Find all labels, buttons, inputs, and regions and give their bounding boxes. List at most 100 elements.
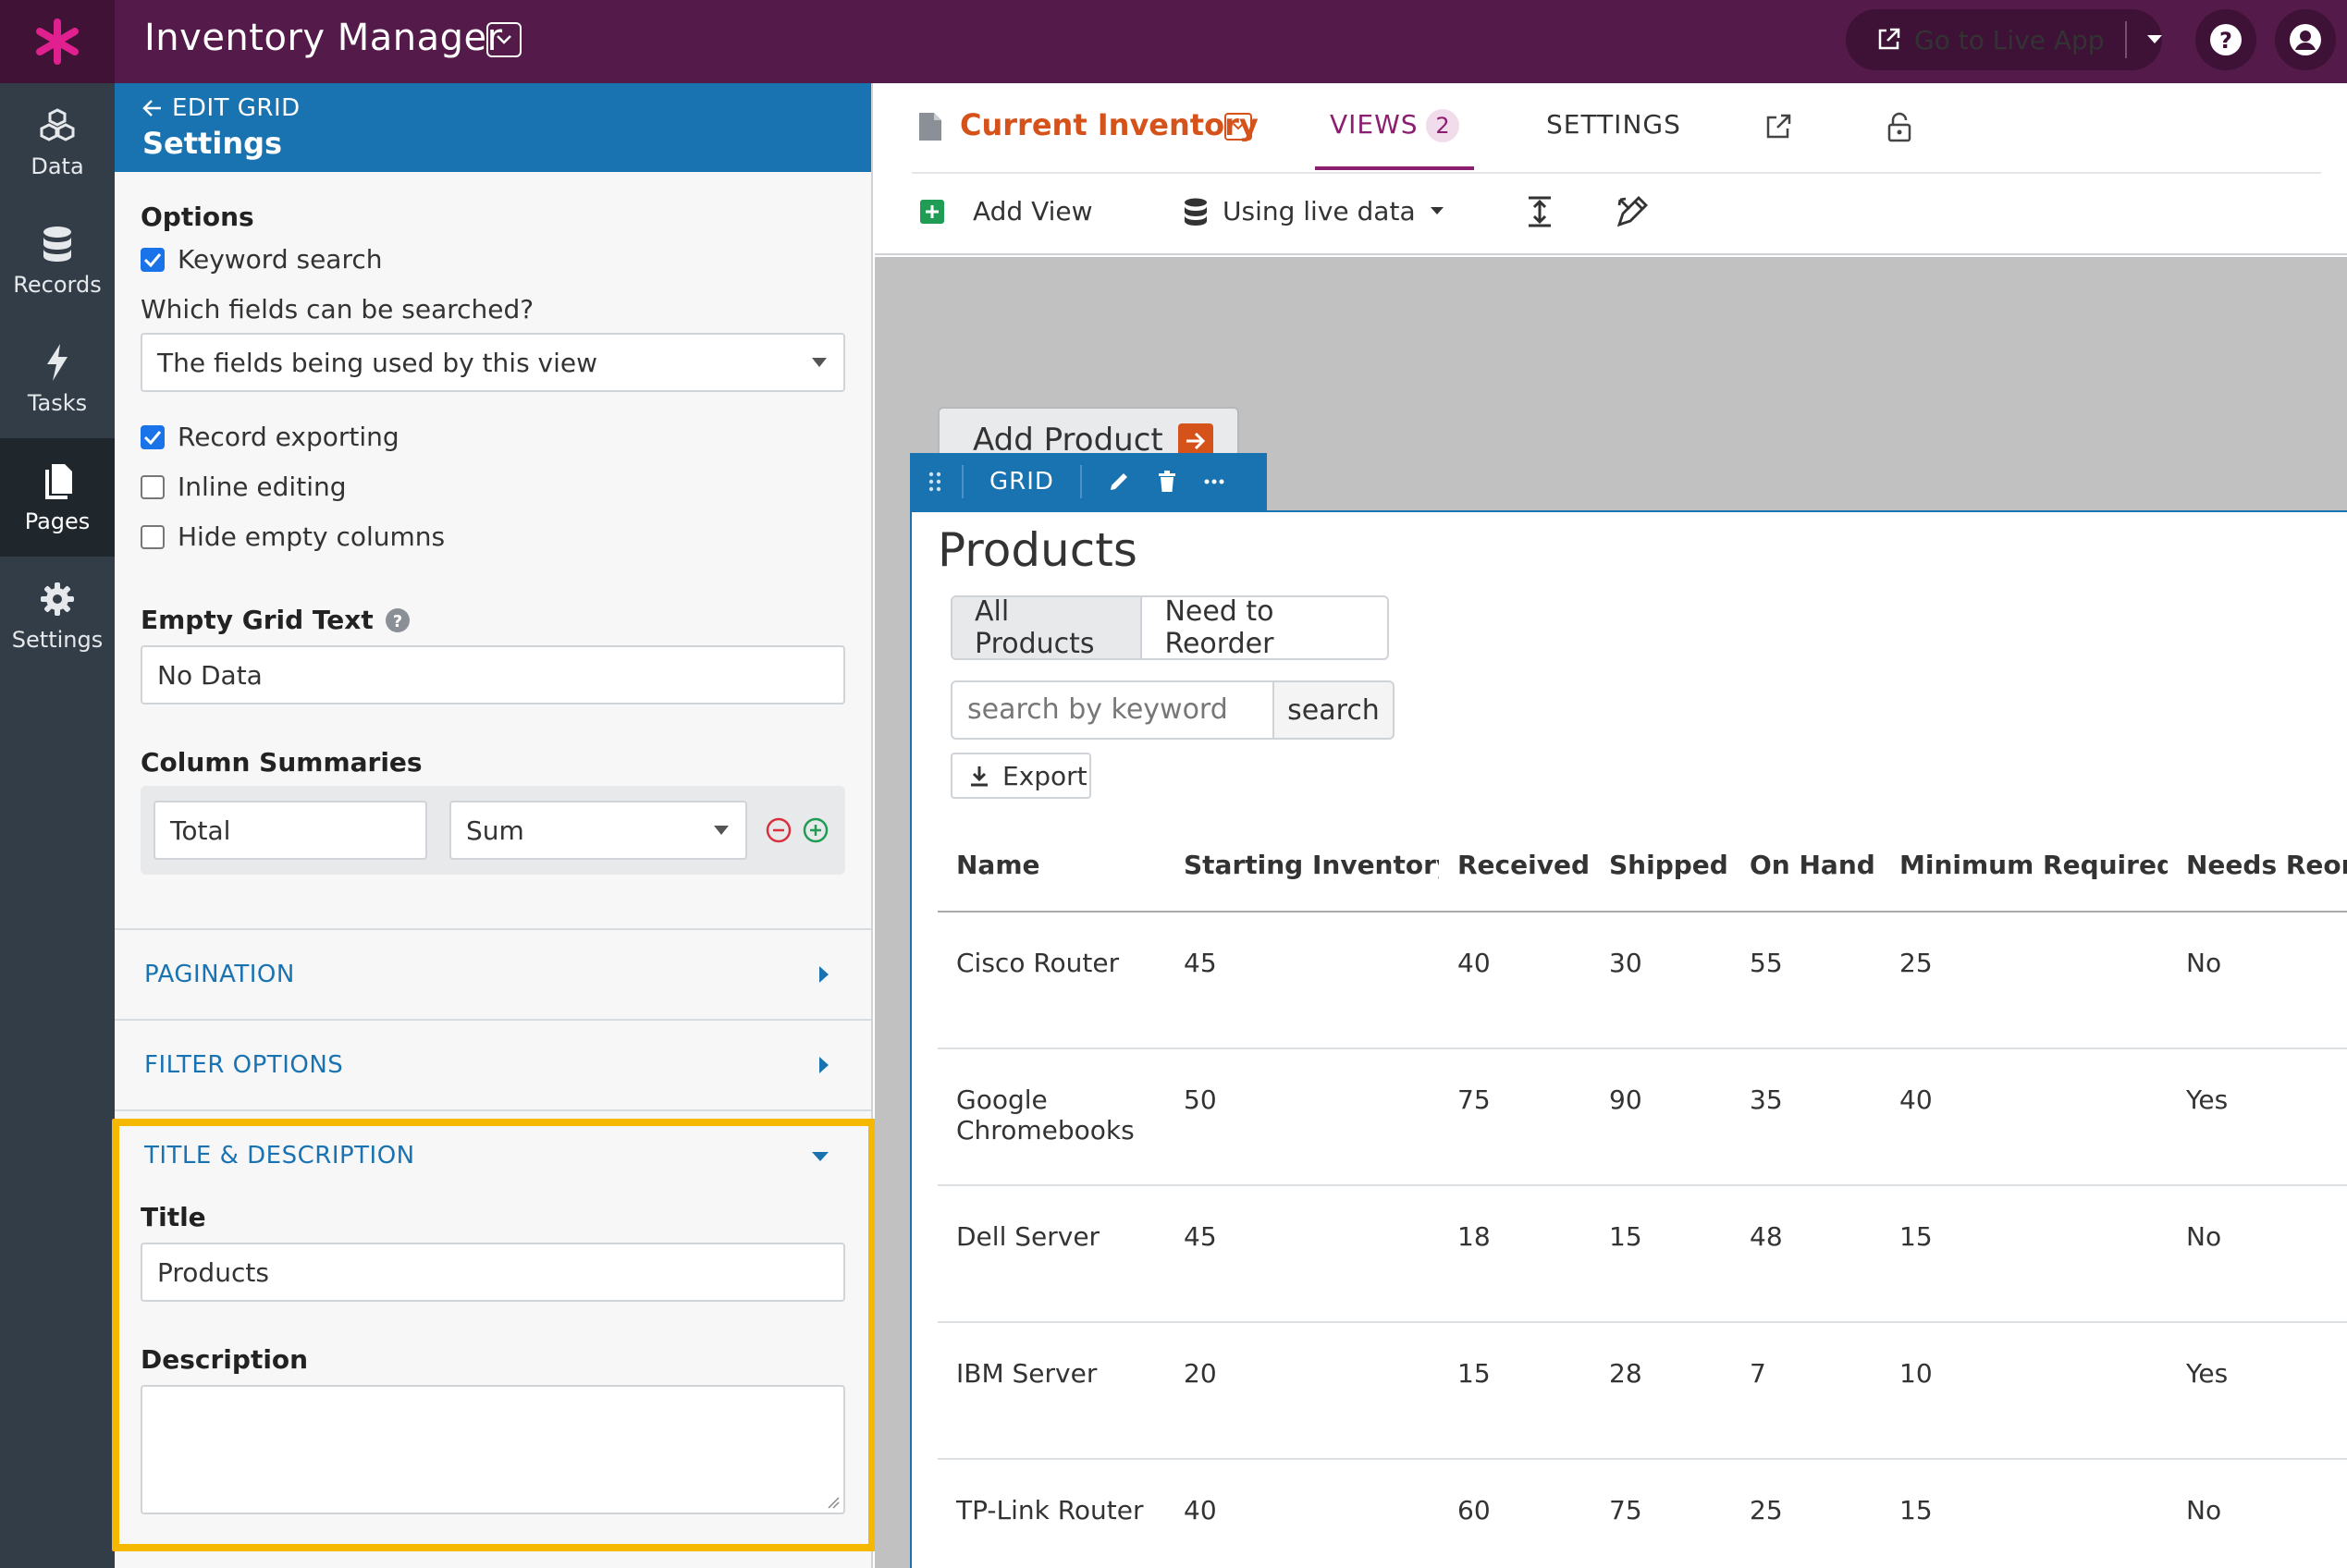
- checkbox-label: Record exporting: [178, 422, 399, 452]
- view-menu-chevron-icon[interactable]: [1224, 113, 1252, 141]
- searchable-fields-select[interactable]: The fields being used by this view: [141, 333, 845, 392]
- filter-options-section-toggle[interactable]: FILTER OPTIONS: [115, 1019, 871, 1109]
- column-header[interactable]: Starting Inventory: [1165, 819, 1439, 913]
- column-header[interactable]: Name: [938, 819, 1165, 913]
- divider: [1079, 465, 1082, 498]
- rail-item-tasks[interactable]: Tasks: [0, 320, 115, 438]
- data-mode-dropdown[interactable]: Using live data: [1184, 196, 1444, 227]
- checkbox-label: Keyword search: [178, 244, 383, 275]
- column-header[interactable]: On Hand: [1731, 819, 1881, 913]
- summary-name-input[interactable]: Total: [154, 801, 427, 860]
- table-cell: 35: [1731, 1048, 1881, 1186]
- record-exporting-checkbox[interactable]: Record exporting: [141, 422, 399, 452]
- current-view-name[interactable]: Current Inventory: [960, 107, 1259, 142]
- app-logo-icon[interactable]: [0, 0, 115, 83]
- design-tools-icon[interactable]: [1616, 196, 1648, 227]
- chevron-right-icon: [819, 1057, 829, 1073]
- rail-item-data[interactable]: Data: [0, 83, 115, 202]
- table-cell: 15: [1439, 1322, 1591, 1460]
- table-cell: 50: [1165, 1048, 1439, 1186]
- vertical-spacing-icon[interactable]: [1526, 196, 1554, 227]
- description-textarea[interactable]: [141, 1385, 845, 1514]
- tab-views[interactable]: VIEWS: [1330, 109, 1419, 140]
- table-cell: TP-Link Router: [938, 1459, 1165, 1568]
- table-cell: 10: [1881, 1322, 2168, 1460]
- more-options-icon[interactable]: [1204, 479, 1224, 484]
- title-input[interactable]: Products: [141, 1243, 845, 1302]
- database-icon: [1185, 198, 1207, 226]
- table-cell: No: [2168, 1459, 2347, 1568]
- filter-all-products[interactable]: All Products: [952, 597, 1143, 658]
- download-icon: [971, 766, 988, 787]
- table-cell: 55: [1731, 912, 1881, 1049]
- rail-item-pages[interactable]: Pages: [0, 438, 115, 557]
- drag-handle-icon[interactable]: [928, 472, 941, 492]
- empty-grid-text-heading: Empty Grid Text ?: [141, 605, 411, 635]
- help-icon[interactable]: ?: [2195, 9, 2256, 70]
- user-account-icon[interactable]: [2275, 9, 2336, 70]
- column-header[interactable]: Needs Reorder: [2168, 819, 2347, 913]
- table-cell: 40: [1439, 912, 1591, 1049]
- rail-label: Data: [31, 153, 84, 179]
- keyword-search-input[interactable]: search by keyword: [951, 680, 1274, 740]
- hide-empty-columns-checkbox[interactable]: Hide empty columns: [141, 521, 445, 552]
- table-cell: 45: [1165, 1185, 1439, 1323]
- table-cell: IBM Server: [938, 1322, 1165, 1460]
- table-cell: 25: [1881, 912, 2168, 1049]
- app-menu-chevron-icon[interactable]: [486, 22, 522, 57]
- section-label: PAGINATION: [144, 961, 295, 988]
- table-row: Cisco Router 45 40 30 55 25 No: [938, 912, 2347, 1049]
- trash-icon[interactable]: [1158, 471, 1176, 493]
- remove-summary-icon[interactable]: [766, 817, 792, 843]
- filter-menu: All Products Need to Reorder: [951, 595, 1389, 660]
- page-file-icon: [917, 111, 943, 142]
- column-summaries-heading: Column Summaries: [141, 747, 423, 778]
- help-circle-icon[interactable]: ?: [385, 607, 411, 633]
- rail-item-settings[interactable]: Settings: [0, 557, 115, 675]
- summary-function-select[interactable]: Sum: [449, 801, 747, 860]
- filter-need-to-reorder[interactable]: Need to Reorder: [1164, 595, 1274, 660]
- table-cell: 75: [1439, 1048, 1591, 1186]
- rail-label: Tasks: [27, 390, 88, 416]
- searchable-fields-label: Which fields can be searched?: [141, 294, 535, 325]
- description-label: Description: [141, 1344, 309, 1375]
- search-button[interactable]: search: [1272, 680, 1395, 740]
- lock-icon[interactable]: [1886, 111, 1912, 142]
- grid-title: Products: [938, 523, 1137, 577]
- keyword-search-checkbox[interactable]: Keyword search: [141, 244, 383, 275]
- data-icon: [39, 105, 76, 146]
- export-button[interactable]: Export: [951, 753, 1091, 799]
- title-description-section-toggle[interactable]: TITLE & DESCRIPTION: [115, 1109, 871, 1200]
- go-to-live-app-button[interactable]: Go to Live App: [1846, 9, 2162, 70]
- table-cell: 25: [1731, 1459, 1881, 1568]
- edit-pencil-icon[interactable]: [1108, 471, 1130, 493]
- inline-editing-checkbox[interactable]: Inline editing: [141, 472, 347, 502]
- add-view-button[interactable]: Add View: [919, 196, 1093, 227]
- grid-view-toolbar: GRID: [910, 453, 1267, 510]
- table-cell: 15: [1881, 1185, 2168, 1323]
- table-cell: No: [2168, 912, 2347, 1049]
- views-count-badge: 2: [1426, 109, 1459, 142]
- empty-grid-text-label: Empty Grid Text: [141, 605, 374, 635]
- back-label: EDIT GRID: [172, 94, 301, 122]
- caret-down-icon[interactable]: [2146, 35, 2162, 44]
- table-cell: 28: [1591, 1322, 1731, 1460]
- tab-settings[interactable]: SETTINGS: [1546, 109, 1681, 140]
- table-cell: Google Chromebooks: [938, 1048, 1165, 1186]
- resize-handle-icon: [828, 1497, 840, 1509]
- column-header[interactable]: Received: [1439, 819, 1591, 913]
- column-header[interactable]: Shipped: [1591, 819, 1731, 913]
- caret-down-icon: [714, 826, 729, 835]
- checkbox-unchecked-icon: [141, 474, 165, 499]
- pagination-section-toggle[interactable]: PAGINATION: [115, 928, 871, 1019]
- column-header[interactable]: Minimum Required: [1881, 819, 2168, 913]
- checkbox-checked-icon: [141, 424, 165, 449]
- back-to-edit-grid-link[interactable]: EDIT GRID: [142, 94, 301, 122]
- rail-item-records[interactable]: Records: [0, 202, 115, 320]
- empty-grid-text-input[interactable]: No Data: [141, 645, 845, 704]
- add-summary-icon[interactable]: [803, 817, 829, 843]
- panel-title: Settings: [142, 126, 283, 161]
- go-to-live-app-label: Go to Live App: [1914, 24, 2105, 55]
- input-value: Total: [170, 815, 231, 846]
- external-link-icon[interactable]: [1764, 113, 1792, 141]
